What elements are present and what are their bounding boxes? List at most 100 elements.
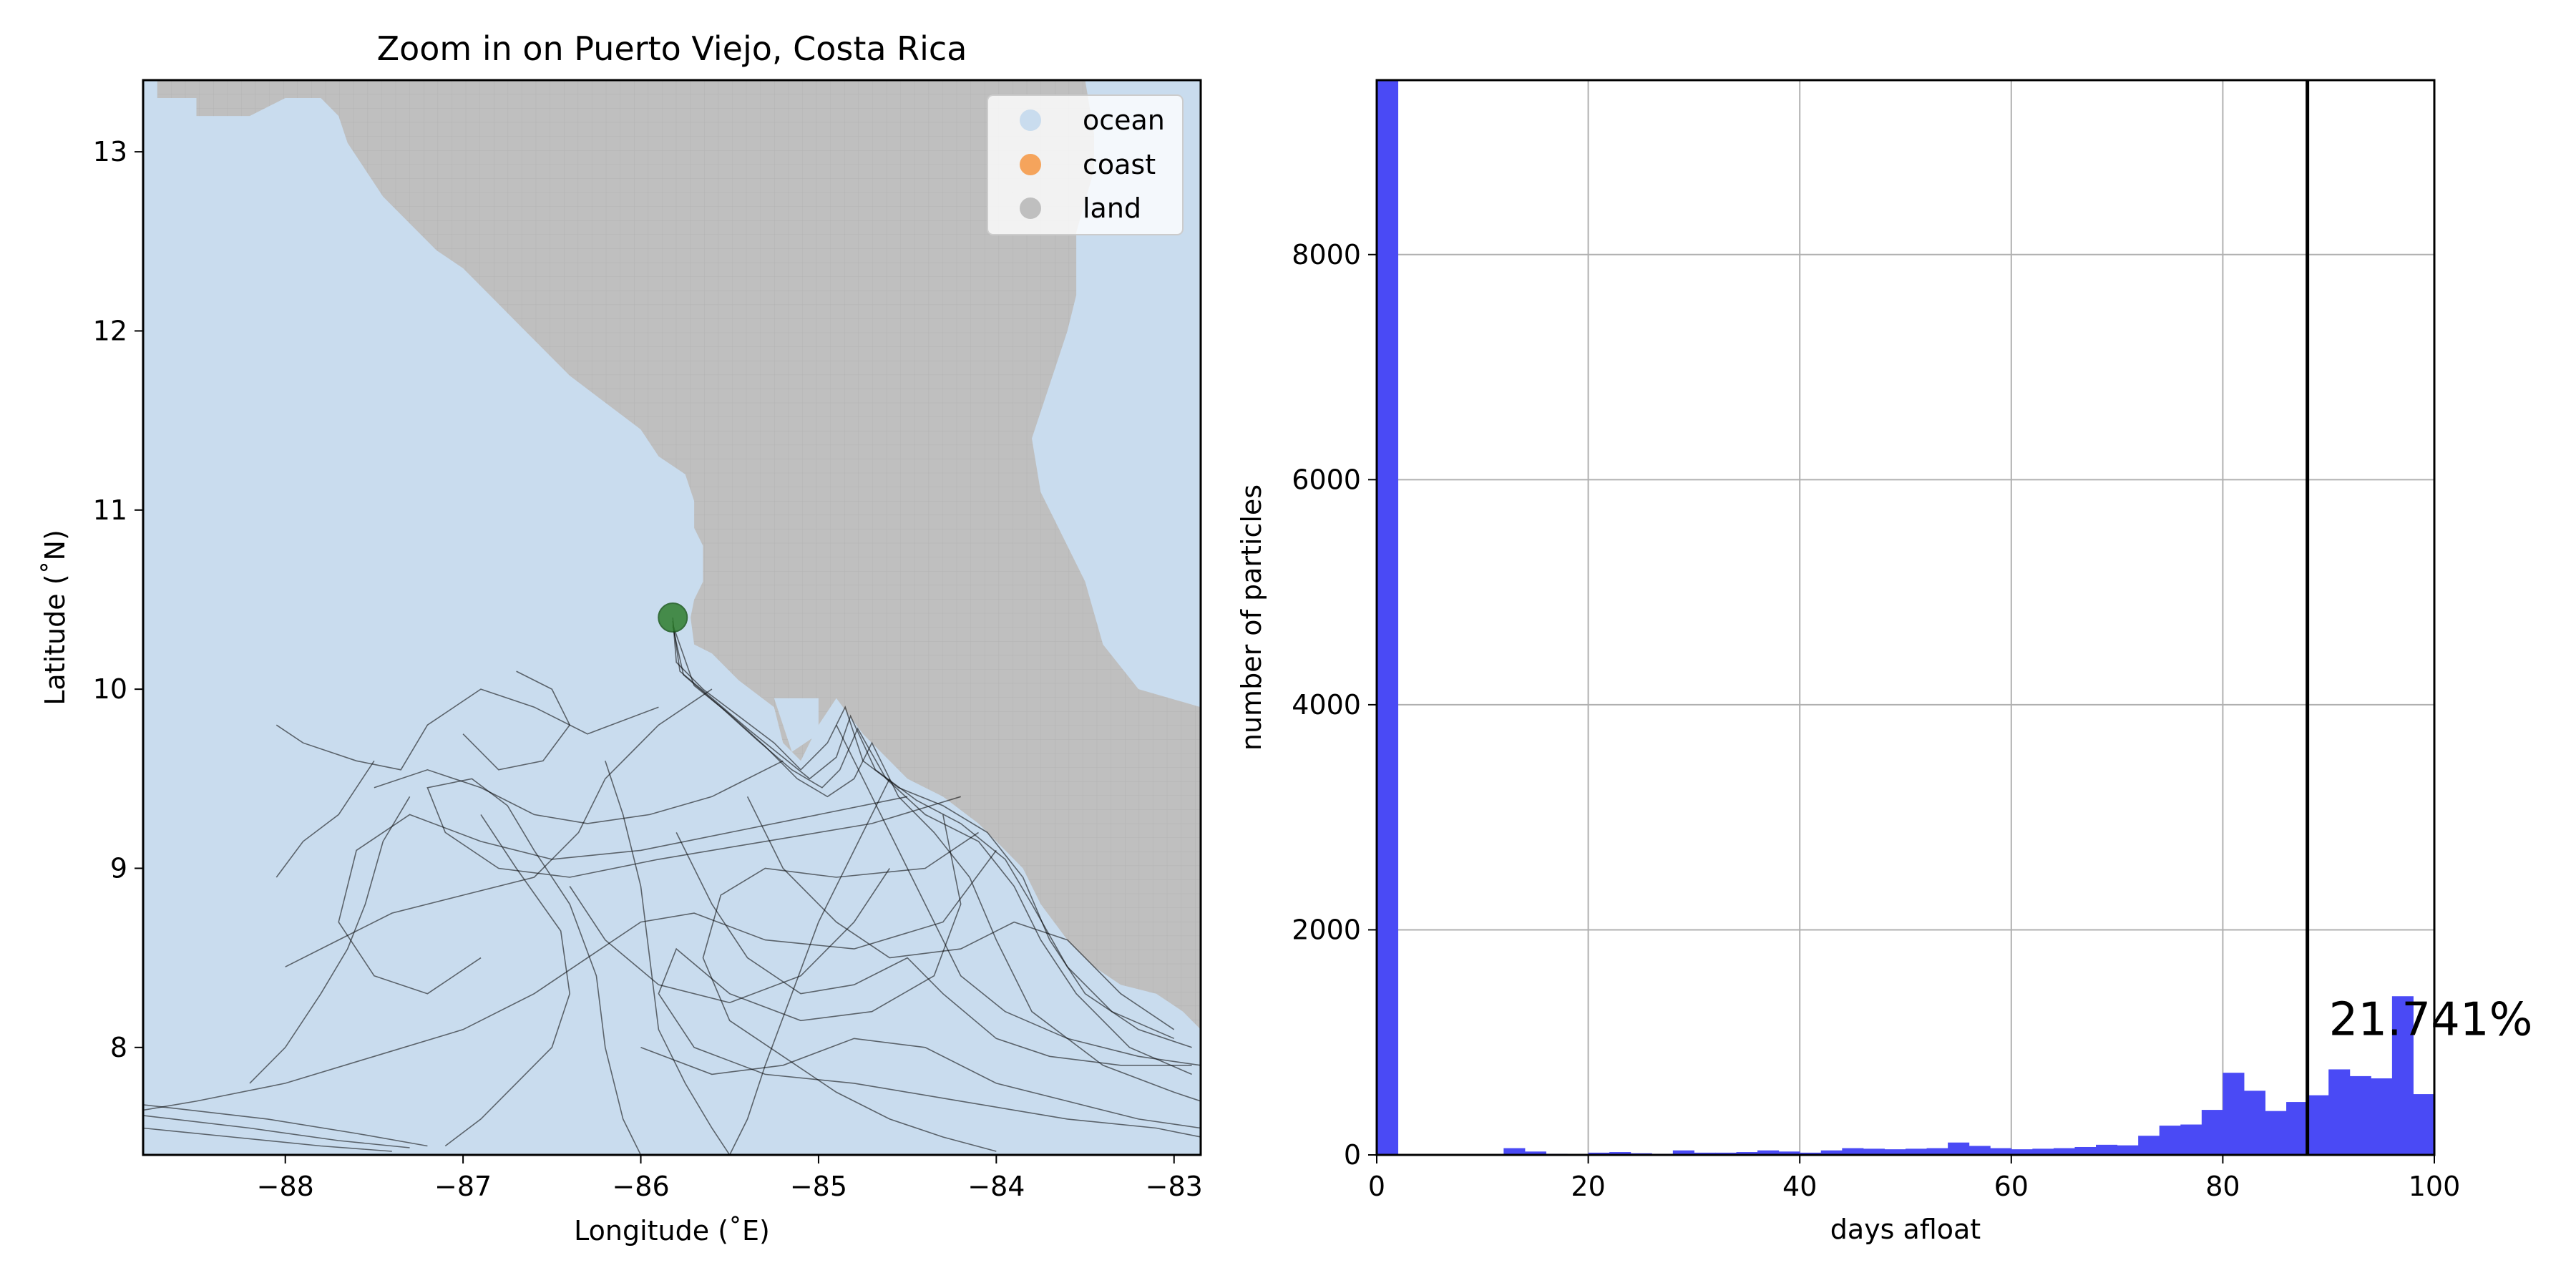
particle-track <box>275 760 375 878</box>
histogram-bar <box>1990 1148 2012 1155</box>
particle-track <box>728 778 891 1155</box>
particle-track <box>249 796 411 1084</box>
histogram-bar <box>2074 1146 2097 1155</box>
map-x-label: Longitude (˚E) <box>574 1215 770 1246</box>
histogram-bar <box>1968 1146 1991 1155</box>
map-x-tick-label: −87 <box>434 1171 492 1202</box>
map-y-tick-label: 11 <box>93 494 127 526</box>
map-y-tick-label: 10 <box>93 673 127 705</box>
legend-coast-label: coast <box>1083 149 1156 180</box>
histogram-bar <box>1714 1152 1737 1155</box>
histogram-bar <box>2371 1078 2393 1155</box>
histogram-bar <box>2180 1124 2202 1155</box>
histogram-bar <box>1842 1148 1864 1155</box>
histogram-x-axis: 0 20 40 60 80 100 <box>1368 1155 2460 1202</box>
map-x-tick-label: −88 <box>257 1171 314 1202</box>
histogram-x-tick-label: 40 <box>1782 1171 1817 1202</box>
histogram-x-tick-label: 100 <box>2409 1171 2461 1202</box>
particle-track <box>143 1115 410 1148</box>
histogram-bar <box>1820 1150 1843 1155</box>
map-y-label: Latitude (˚N) <box>39 530 71 706</box>
legend-ocean-label: ocean <box>1083 104 1165 136</box>
map-panel: Zoom in on Puerto Viejo, Costa Rica −88−… <box>39 29 1203 1246</box>
particle-track <box>338 796 908 995</box>
histogram-bar <box>1672 1150 1694 1155</box>
particle-track <box>143 849 997 1111</box>
percentage-annotation: 21.741% <box>2329 994 2533 1047</box>
particle-track <box>658 814 1201 1138</box>
histogram-bar <box>1926 1148 1948 1155</box>
map-x-tick-label: −85 <box>790 1171 847 1202</box>
histogram-bar <box>1694 1152 1716 1155</box>
particle-track <box>672 626 1192 1075</box>
histogram-x-tick-label: 80 <box>2205 1171 2240 1202</box>
particle-track <box>426 778 961 1155</box>
map-x-axis: −88 −87 −86 −85 −84 −83 <box>257 1155 1203 1202</box>
histogram-bar <box>1757 1150 1780 1155</box>
histogram-bar <box>1377 80 1399 1155</box>
histogram-frame <box>1375 79 2436 1156</box>
histogram-bar <box>1503 1148 1526 1155</box>
histogram-bar <box>2243 1091 2266 1155</box>
histogram-bar <box>1736 1152 1758 1155</box>
particle-track <box>640 1038 1201 1129</box>
particle-track <box>462 670 571 771</box>
histogram-bars <box>1377 80 2435 1155</box>
histogram-bar <box>2349 1075 2371 1155</box>
histogram-bar <box>2413 1094 2435 1155</box>
histogram-y-tick-label: 6000 <box>1292 464 1361 495</box>
histogram-bar <box>2138 1136 2160 1155</box>
histogram-bar <box>1906 1148 1928 1155</box>
histogram-x-tick-label: 60 <box>1994 1171 2029 1202</box>
histogram-bar <box>2053 1148 2075 1155</box>
histogram-bar <box>1609 1152 1631 1155</box>
map-x-tick-label: −84 <box>967 1171 1025 1202</box>
map-x-tick-label: −83 <box>1146 1171 1203 1202</box>
histogram-bar <box>2096 1144 2118 1155</box>
histogram-bar <box>1884 1149 1906 1155</box>
histogram-bar <box>2328 1069 2351 1155</box>
map-x-tick-label: −86 <box>612 1171 669 1202</box>
histogram-y-label: number of particles <box>1236 484 1267 751</box>
map-legend: ocean coast land <box>987 94 1184 235</box>
histogram-bar <box>2223 1073 2245 1155</box>
histogram-bar <box>2286 1102 2308 1155</box>
histogram-grid <box>1376 80 2435 1156</box>
histogram-y-tick-label: 0 <box>1344 1139 1361 1171</box>
histogram-y-axis: 0 2000 4000 6000 8000 <box>1292 239 1377 1171</box>
legend-coast-marker <box>1020 154 1041 175</box>
histogram-bar <box>2265 1111 2287 1155</box>
map-frame <box>142 79 1202 1156</box>
particle-track <box>569 868 890 1004</box>
particle-track <box>672 620 1175 1040</box>
histogram-x-tick-label: 0 <box>1368 1171 1385 1202</box>
histogram-bar <box>2307 1095 2329 1155</box>
release-point-marker <box>658 602 688 633</box>
particle-track <box>746 796 1175 1030</box>
histogram-y-tick-label: 4000 <box>1292 689 1361 721</box>
histogram-bar <box>1800 1152 1822 1155</box>
legend-land-label: land <box>1083 192 1141 224</box>
map-title: Zoom in on Puerto Viejo, Costa Rica <box>377 29 967 68</box>
particle-tracks <box>143 617 1201 1155</box>
particle-track <box>836 724 1201 1066</box>
map-y-tick-label: 8 <box>110 1032 127 1063</box>
histogram-bar <box>1524 1151 1546 1155</box>
histogram-bar <box>2159 1126 2181 1155</box>
map-y-tick-label: 9 <box>110 852 127 884</box>
particle-track <box>605 761 731 1155</box>
particle-track <box>285 688 713 967</box>
histogram-bar <box>1863 1148 1885 1155</box>
legend-land-marker <box>1020 197 1041 219</box>
particle-track <box>143 1104 428 1147</box>
histogram-bar <box>1588 1152 1610 1155</box>
histogram-x-tick-label: 20 <box>1571 1171 1605 1202</box>
inland-water <box>774 698 819 752</box>
histogram-bar <box>1778 1151 1800 1155</box>
map-y-tick-label: 12 <box>93 315 127 346</box>
histogram-panel: 0 20 40 60 80 100 0 2000 4000 6000 8000 days aflo… <box>1236 79 2533 1245</box>
histogram-y-tick-label: 2000 <box>1292 914 1361 945</box>
histogram-bar <box>1948 1142 1970 1155</box>
histogram-x-label: days afloat <box>1830 1214 1981 1245</box>
